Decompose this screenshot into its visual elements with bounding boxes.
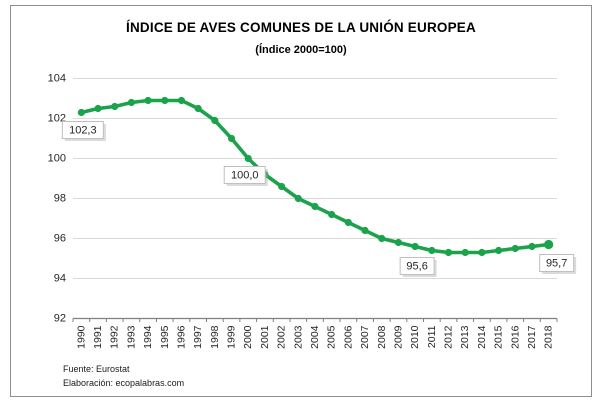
x-tick-label: 2009 xyxy=(392,325,404,349)
data-point-marker xyxy=(528,242,536,251)
data-label: 95,7 xyxy=(539,254,577,274)
x-tick-label: 2018 xyxy=(543,325,555,349)
x-axis xyxy=(72,317,558,322)
x-tick-label: 1997 xyxy=(192,325,204,349)
data-point-marker xyxy=(511,244,519,253)
x-axis-labels: 1990 1991 1992 1993 1994 1995 1996 1997 1998 1999… xyxy=(75,325,554,349)
x-tick-label: 2004 xyxy=(309,325,321,349)
data-point-marker xyxy=(177,96,186,105)
x-tick-label: 2006 xyxy=(342,325,354,349)
credit-text: Elaboración: ecopalabras.com xyxy=(63,378,185,388)
y-tick-label: 96 xyxy=(54,233,66,245)
y-axis-labels: 92 94 96 98 100 102 104 xyxy=(48,73,66,325)
data-point-marker xyxy=(444,248,453,257)
data-point-marker xyxy=(111,102,119,111)
x-tick-label: 2000 xyxy=(242,325,254,349)
gridlines xyxy=(73,78,557,279)
data-label-text: 102,3 xyxy=(69,125,97,137)
x-tick-label: 1991 xyxy=(92,325,104,349)
data-point-marker xyxy=(77,108,85,117)
y-tick-label: 92 xyxy=(54,313,66,325)
data-point-marker xyxy=(344,218,352,227)
data-point-marker xyxy=(278,182,286,191)
x-tick-label: 1994 xyxy=(142,325,154,349)
data-label: 95,6 xyxy=(399,257,437,277)
data-point-marker xyxy=(378,234,386,243)
chart-footer: Fuente: Eurostat Elaboración: ecopalabra… xyxy=(63,362,184,390)
x-tick-label: 2011 xyxy=(426,325,438,348)
data-point-marker xyxy=(244,154,252,163)
data-label: 102,3 xyxy=(61,121,106,141)
x-tick-label: 2013 xyxy=(459,325,471,349)
x-tick-label: 2015 xyxy=(493,325,505,349)
data-point-marker xyxy=(394,238,403,247)
x-tick-label: 2016 xyxy=(509,325,521,349)
x-tick-label: 2005 xyxy=(326,325,338,349)
x-tick-label: 2003 xyxy=(292,325,304,349)
data-point-marker xyxy=(211,116,219,125)
y-tick-label: 102 xyxy=(48,113,66,125)
y-tick-label: 94 xyxy=(54,273,66,285)
x-tick-label: 1996 xyxy=(175,325,187,349)
data-point-marker xyxy=(94,104,102,113)
y-tick-label: 104 xyxy=(48,73,66,85)
x-tick-label: 1998 xyxy=(209,325,221,349)
data-point-marker xyxy=(127,98,136,107)
data-point-marker xyxy=(144,96,152,105)
data-point-marker xyxy=(361,226,369,235)
data-point-marker xyxy=(478,248,486,257)
data-label-text: 95,6 xyxy=(406,261,427,273)
data-point-marker xyxy=(428,246,436,255)
data-point-marker xyxy=(311,202,319,211)
x-tick-label: 2010 xyxy=(409,325,421,349)
x-tick-label: 2012 xyxy=(443,325,455,349)
x-tick-label: 2017 xyxy=(526,325,538,349)
x-tick-label: 2007 xyxy=(359,325,371,349)
y-tick-label: 100 xyxy=(48,153,66,165)
chart-subtitle: (Índice 2000=100) xyxy=(255,44,347,56)
x-tick-label: 1992 xyxy=(109,325,121,349)
data-point-marker xyxy=(161,96,169,105)
data-point-marker xyxy=(411,242,419,251)
data-point-marker xyxy=(461,248,469,257)
data-label-text: 95,7 xyxy=(546,258,567,270)
chart-title: ÍNDICE DE AVES COMUNES DE LA UNIÓN EUROP… xyxy=(126,20,476,35)
x-tick-label: 2002 xyxy=(276,325,288,349)
series-line xyxy=(79,98,551,255)
x-tick-label: 1995 xyxy=(159,325,171,349)
data-point-marker xyxy=(494,246,503,255)
x-tick-label: 1999 xyxy=(226,325,238,349)
data-point-marker xyxy=(544,239,554,250)
series-markers xyxy=(77,96,554,257)
data-label: 100,0 xyxy=(223,166,268,186)
x-tick-label: 1990 xyxy=(75,325,87,349)
x-tick-label: 1993 xyxy=(125,325,137,349)
data-point-marker xyxy=(328,210,336,219)
data-point-marker xyxy=(294,194,302,203)
x-tick-label: 2008 xyxy=(376,325,388,349)
data-point-marker xyxy=(194,104,202,113)
x-tick-label: 2014 xyxy=(476,325,488,349)
y-tick-label: 98 xyxy=(54,193,66,205)
data-point-marker xyxy=(227,134,236,143)
source-text: Fuente: Eurostat xyxy=(63,364,130,374)
data-labels: 102,3 100,0 95,6 95,7 xyxy=(61,121,577,277)
x-tick-label: 2001 xyxy=(259,325,271,349)
data-label-text: 100,0 xyxy=(231,170,259,182)
